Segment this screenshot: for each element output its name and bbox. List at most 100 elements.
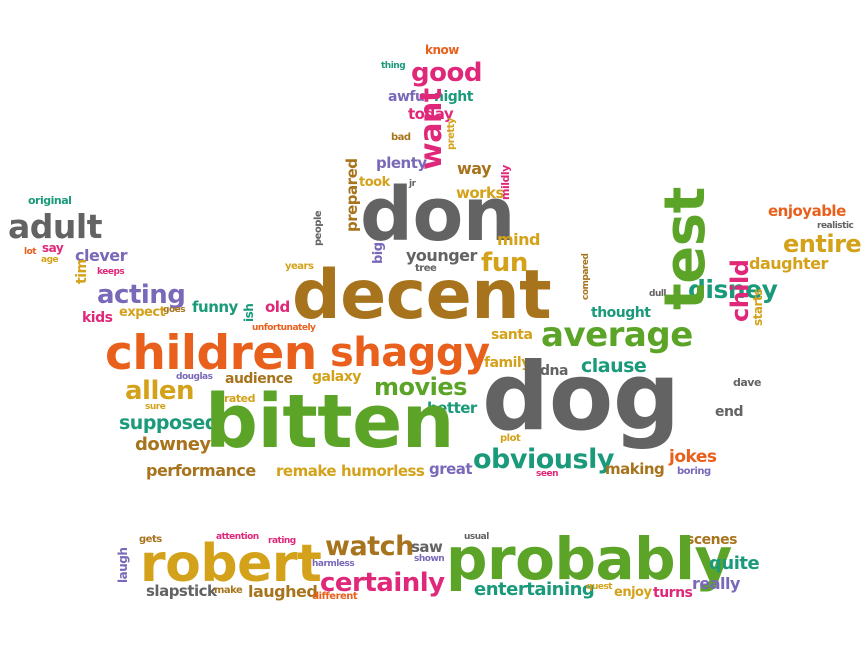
word-fun: fun — [481, 248, 528, 278]
word-douglas: douglas — [176, 372, 213, 382]
word-slapstick: slapstick — [146, 582, 217, 600]
word-make: make — [214, 585, 243, 596]
word-starts: starts — [751, 289, 765, 326]
word-acting: acting — [97, 280, 186, 310]
word-downey: downey — [135, 434, 211, 455]
word-bad: bad — [391, 132, 411, 143]
word-supposed: supposed — [119, 412, 218, 434]
word-performance: performance — [146, 461, 256, 480]
word-scenes: scenes — [686, 532, 737, 548]
word-harmless: harmless — [312, 559, 355, 569]
word-mind: mind — [497, 230, 541, 249]
word-test: test — [653, 187, 718, 310]
word-dog: dog — [482, 343, 680, 452]
word-today: today — [408, 105, 454, 123]
word-kids: kids — [82, 310, 113, 326]
word-dull: dull — [649, 289, 667, 299]
word-saw: saw — [411, 538, 443, 556]
word-santa: santa — [491, 327, 533, 343]
word-compared: compared — [581, 253, 591, 300]
word-quite: quite — [709, 553, 760, 574]
word-great: great — [429, 460, 473, 478]
word-enjoy: enjoy — [614, 585, 652, 600]
word-clever: clever — [75, 246, 128, 265]
word-gets: gets — [139, 534, 162, 545]
word-entertaining: entertaining — [474, 579, 595, 600]
word-unfortunately: unfortunately — [252, 323, 316, 333]
word-quest: quest — [586, 582, 613, 592]
word-laughed: laughed — [248, 582, 318, 601]
word-daughter: daughter — [749, 254, 828, 273]
word-usual: usual — [464, 532, 489, 542]
word-know: know — [425, 43, 459, 57]
word-galaxy: galaxy — [312, 369, 361, 385]
word-thought: thought — [591, 305, 651, 321]
word-adult: adult — [8, 207, 102, 246]
word-clause: clause — [581, 355, 647, 377]
word-laugh: laugh — [116, 547, 130, 583]
word-good: good — [411, 58, 482, 88]
word-boring: boring — [677, 466, 711, 477]
word-thing: thing — [381, 61, 406, 71]
word-sure: sure — [145, 402, 166, 412]
word-years: years — [285, 261, 314, 272]
word-child: child — [726, 259, 754, 322]
word-rating: rating — [268, 536, 296, 546]
word-funny: funny — [192, 298, 238, 316]
word-different: different — [312, 591, 358, 602]
word-lot: lot — [24, 247, 37, 257]
word-expect: expect — [119, 305, 166, 320]
word-entire: entire — [783, 230, 862, 258]
word-humorless: humorless — [341, 462, 425, 480]
word-disney: disney — [688, 275, 778, 304]
word-old: old — [265, 298, 290, 316]
word-rated: rated — [224, 392, 255, 405]
word-really: really — [692, 574, 740, 593]
word-dave: dave — [733, 376, 761, 389]
word-night: night — [434, 89, 473, 105]
word-way: way — [457, 159, 492, 178]
word-certainly: certainly — [320, 568, 445, 598]
word-obviously: obviously — [473, 444, 614, 475]
word-family: family — [484, 355, 530, 371]
word-seen: seen — [536, 469, 558, 479]
word-bitten: bitten — [205, 379, 454, 465]
word-children: children — [105, 326, 317, 381]
word-average: average — [541, 315, 693, 355]
word-enjoyable: enjoyable — [768, 202, 846, 220]
word-movies: movies — [374, 373, 467, 401]
word-tim: tim — [74, 259, 90, 284]
word-say: say — [42, 241, 64, 255]
word-realistic: realistic — [817, 221, 854, 231]
word-ish: ish — [242, 303, 256, 322]
word-took: took — [359, 175, 390, 190]
word-dna: dna — [540, 363, 568, 379]
word-don: don — [360, 172, 516, 258]
word-better: better — [427, 399, 477, 417]
word-plot: plot — [500, 433, 521, 444]
word-age: age — [41, 255, 59, 265]
word-awful: awful — [388, 89, 429, 105]
word-people: people — [313, 210, 324, 246]
word-making: making — [605, 460, 665, 478]
word-shown: shown — [414, 554, 445, 564]
word-remake: remake — [276, 462, 337, 480]
word-decent: decent — [292, 256, 552, 335]
word-younger: younger — [406, 246, 477, 265]
word-plenty: plenty — [376, 154, 427, 172]
word-prepared: prepared — [343, 158, 361, 232]
word-keeps: keeps — [97, 267, 125, 277]
word-goes: goes — [163, 305, 186, 315]
word-attention: attention — [216, 532, 259, 542]
word-works: works — [456, 184, 504, 202]
word-robert: robert — [140, 534, 322, 594]
word-turns: turns — [653, 585, 693, 601]
word-jokes: jokes — [669, 447, 717, 467]
word-tree: tree — [415, 263, 437, 274]
word-original: original — [28, 194, 72, 207]
word-jr: jr — [409, 179, 416, 189]
word-audience: audience — [225, 371, 293, 387]
word-shaggy: shaggy — [330, 330, 490, 376]
word-probably: probably — [446, 525, 732, 593]
